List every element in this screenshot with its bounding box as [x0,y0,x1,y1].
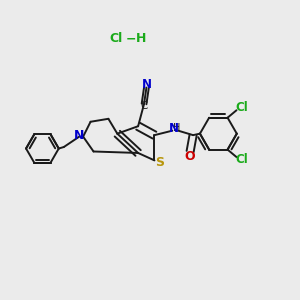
Text: H: H [173,123,180,133]
Text: N: N [142,77,152,91]
Text: Cl: Cl [236,101,248,114]
Text: S: S [155,156,164,169]
Text: N: N [74,129,84,142]
Text: N: N [169,122,178,135]
Text: −: − [125,32,136,45]
Text: Cl: Cl [236,153,248,166]
Text: Cl: Cl [109,32,122,45]
Text: H: H [136,32,146,45]
Text: O: O [184,150,195,163]
Text: C: C [140,101,148,111]
